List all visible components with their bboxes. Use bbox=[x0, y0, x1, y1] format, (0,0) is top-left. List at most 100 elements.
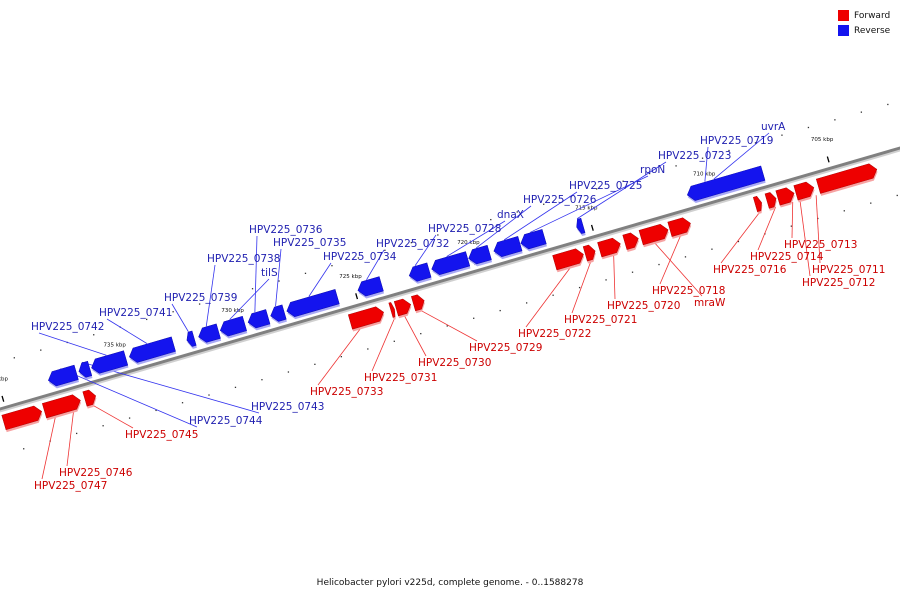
gene-label-HPV225_0736[interactable]: HPV225_0736 bbox=[249, 224, 323, 236]
reverse-swatch bbox=[838, 25, 849, 36]
gene-label-HPV225_0746[interactable]: HPV225_0746 bbox=[59, 467, 133, 479]
gene-arrow-HPV225_0720[interactable] bbox=[597, 236, 624, 260]
gene-label-HPV225_0722[interactable]: HPV225_0722 bbox=[518, 328, 591, 340]
gene-label-HPV225_0742[interactable]: HPV225_0742 bbox=[31, 321, 104, 333]
gene-label-HPV225_0729[interactable]: HPV225_0729 bbox=[469, 342, 542, 354]
gene-label-rpoN[interactable]: rpoN bbox=[640, 164, 665, 176]
gene-label-HPV225_0720[interactable]: HPV225_0720 bbox=[607, 300, 680, 312]
gene-arrow-HPV225_0742[interactable] bbox=[89, 350, 129, 378]
gene-arrow-HPV225_0712[interactable] bbox=[793, 180, 817, 203]
guide-dot bbox=[463, 226, 465, 228]
gene-arrow-mraW[interactable] bbox=[638, 223, 671, 248]
kbp-tick-mark bbox=[590, 224, 594, 231]
gene-label-HPV225_0712[interactable]: HPV225_0712 bbox=[802, 277, 875, 289]
gene-arrow-HPV225_0730[interactable] bbox=[393, 297, 413, 319]
gene-label-HPV225_0747[interactable]: HPV225_0747 bbox=[34, 480, 107, 492]
gene-label-uvrA[interactable]: uvrA bbox=[761, 121, 786, 133]
gene-label-dnaX[interactable]: dnaX bbox=[497, 209, 524, 221]
gene-label-HPV225_0725[interactable]: HPV225_0725 bbox=[569, 180, 642, 192]
gene-arrow-shape bbox=[815, 163, 878, 194]
gene-label-HPV225_0733[interactable]: HPV225_0733 bbox=[310, 386, 383, 398]
leader-line-tilS bbox=[229, 278, 270, 320]
gene-arrow-HPV225_0711[interactable] bbox=[815, 162, 879, 196]
gene-label-HPV225_0739[interactable]: HPV225_0739 bbox=[164, 292, 237, 304]
guide-dot bbox=[261, 379, 263, 381]
gene-arrow-HPV225_0745[interactable] bbox=[82, 389, 99, 409]
gene-arrow-HPV225_0744[interactable] bbox=[46, 364, 80, 390]
legend-reverse: Reverse bbox=[838, 23, 900, 38]
gene-arrow-tilS[interactable] bbox=[218, 315, 248, 340]
gene-arrow-HPV225_0741[interactable] bbox=[127, 336, 177, 367]
gene-label-HPV225_0728[interactable]: HPV225_0728 bbox=[428, 223, 501, 235]
gene-arrow-shape bbox=[129, 336, 176, 363]
gene-arrow-HPV225_0738[interactable] bbox=[197, 323, 222, 347]
guide-dot bbox=[648, 172, 651, 175]
gene-arrow-HPV225_0722[interactable] bbox=[552, 247, 587, 273]
gene-label-HPV225_0713[interactable]: HPV225_0713 bbox=[784, 239, 857, 251]
gene-arrow-HPV225_0728[interactable] bbox=[407, 262, 432, 286]
gene-arrow-HPV225_0726[interactable] bbox=[467, 244, 493, 268]
gene-arrow-HPV225_0736[interactable] bbox=[246, 309, 271, 333]
gene-arrow-HPV225_0743[interactable] bbox=[77, 360, 93, 381]
gene-arrow-HPV225_0747[interactable] bbox=[1, 404, 45, 433]
guide-dot bbox=[860, 111, 863, 113]
gene-label-HPV225_0732[interactable]: HPV225_0732 bbox=[376, 238, 449, 250]
gene-arrow-shape bbox=[357, 276, 384, 297]
leader-line-HPV225_0732 bbox=[366, 249, 385, 281]
gene-label-tilS[interactable]: tilS bbox=[261, 267, 278, 279]
leader-line-HPV225_0719 bbox=[704, 146, 709, 182]
gene-label-HPV225_0744[interactable]: HPV225_0744 bbox=[189, 415, 263, 427]
gene-arrow-shape bbox=[347, 306, 384, 330]
gene-arrow-HPV225_0716[interactable] bbox=[752, 195, 764, 215]
gene-label-HPV225_0734[interactable]: HPV225_0734 bbox=[323, 251, 397, 263]
gene-arrow-HPV225_0739[interactable] bbox=[185, 330, 197, 350]
leader-line-dnaX bbox=[446, 220, 506, 257]
gene-arrow-HPV225_0719[interactable] bbox=[622, 231, 641, 252]
gene-label-HPV225_0723[interactable]: HPV225_0723 bbox=[658, 150, 731, 162]
guide-dot bbox=[393, 340, 395, 342]
gene-arrow-uvrA[interactable] bbox=[685, 165, 766, 205]
gene-arrow-HPV225_0723[interactable] bbox=[575, 217, 586, 237]
gene-arrow-HPV225_0713[interactable] bbox=[775, 186, 797, 208]
gene-label-HPV225_0745[interactable]: HPV225_0745 bbox=[125, 429, 198, 441]
gene-label-HPV225_0726[interactable]: HPV225_0726 bbox=[523, 194, 597, 206]
gene-label-HPV225_0714[interactable]: HPV225_0714 bbox=[750, 251, 824, 263]
gene-label-HPV225_0741[interactable]: HPV225_0741 bbox=[99, 307, 172, 319]
gene-label-HPV225_0711[interactable]: HPV225_0711 bbox=[812, 264, 885, 276]
leader-line-HPV225_0714 bbox=[757, 206, 776, 251]
gene-label-HPV225_0735[interactable]: HPV225_0735 bbox=[273, 237, 346, 249]
gene-arrow-shape bbox=[78, 360, 93, 378]
gene-label-HPV225_0721[interactable]: HPV225_0721 bbox=[564, 314, 637, 326]
guide-dot bbox=[516, 211, 518, 213]
leader-line-HPV225_0723 bbox=[576, 161, 667, 220]
leader-line-uvrA bbox=[713, 132, 770, 180]
gene-arrow-HPV225_0746[interactable] bbox=[42, 393, 83, 421]
gene-label-HPV225_0730[interactable]: HPV225_0730 bbox=[418, 357, 491, 369]
gene-arrow-HPV225_0735[interactable] bbox=[269, 304, 287, 326]
gene-label-HPV225_0743[interactable]: HPV225_0743 bbox=[251, 401, 324, 413]
gene-arrow-HPV225_0732[interactable] bbox=[356, 276, 385, 301]
gene-arrow-HPV225_0718[interactable] bbox=[667, 216, 694, 239]
gene-arrow-shape bbox=[91, 350, 129, 374]
gene-label-HPV225_0719[interactable]: HPV225_0719 bbox=[700, 135, 773, 147]
gene-arrow-rpoN[interactable] bbox=[519, 229, 547, 253]
gene-label-HPV225_0731[interactable]: HPV225_0731 bbox=[364, 372, 437, 384]
gene-label-HPV225_0738[interactable]: HPV225_0738 bbox=[207, 253, 280, 265]
gene-arrow-dnaX[interactable] bbox=[430, 251, 471, 279]
gene-arrow-HPV225_0721[interactable] bbox=[582, 244, 598, 264]
gene-label-mraW[interactable]: mraW bbox=[694, 297, 726, 309]
gene-arrow-HPV225_0714[interactable] bbox=[764, 191, 779, 211]
guide-dot bbox=[870, 202, 872, 204]
label-leader-lines bbox=[38, 132, 821, 480]
gene-label-HPV225_0718[interactable]: HPV225_0718 bbox=[652, 285, 725, 297]
gene-arrow-shape bbox=[247, 309, 271, 329]
gene-arrow-HPV225_0725[interactable] bbox=[492, 236, 523, 260]
gene-arrow-HPV225_0731[interactable] bbox=[388, 302, 397, 320]
gene-label-HPV225_0716[interactable]: HPV225_0716 bbox=[713, 264, 787, 276]
leader-line-HPV225_0716 bbox=[720, 211, 761, 264]
gene-arrow-HPV225_0734[interactable] bbox=[285, 289, 340, 320]
gene-arrow-HPV225_0733[interactable] bbox=[347, 305, 386, 332]
guide-dot bbox=[198, 303, 201, 305]
gene-arrow-HPV225_0729[interactable] bbox=[411, 293, 427, 314]
gene-arrow-shape bbox=[411, 294, 425, 312]
